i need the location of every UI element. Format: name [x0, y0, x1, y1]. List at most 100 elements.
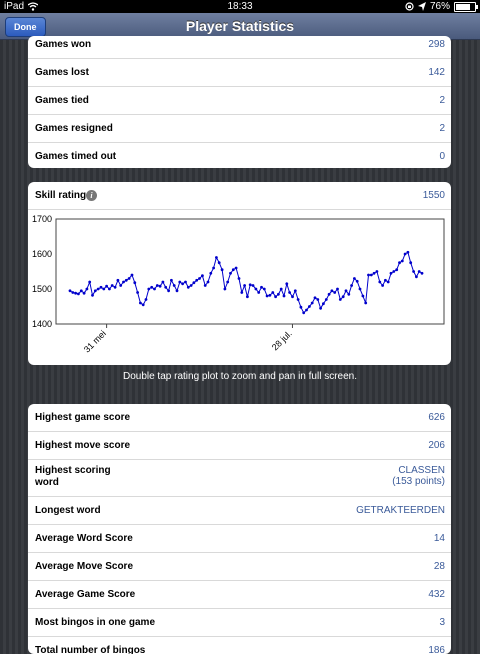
stat-row-highest-move-score: Highest move score 206 [28, 432, 451, 460]
rating-point [369, 273, 373, 277]
rating-point [220, 268, 224, 272]
stat-value: 2 [439, 95, 445, 106]
stat-value: CLASSEN (153 points) [392, 465, 445, 487]
rating-point [139, 301, 142, 305]
rating-point [234, 266, 238, 270]
rating-point [319, 306, 322, 310]
stat-value: GETRAKTEERDEN [356, 505, 445, 516]
battery-icon [454, 1, 478, 12]
stat-value: 0 [439, 151, 445, 162]
rating-point [361, 294, 365, 298]
stat-label: Games lost [35, 67, 89, 78]
rating-point [313, 296, 317, 300]
rating-point [99, 285, 103, 289]
rating-point [209, 271, 213, 275]
info-icon[interactable]: i [86, 190, 97, 201]
stat-label: Average Game Score [35, 589, 136, 600]
x-tick-label: 31 mei [82, 328, 108, 354]
rating-point [186, 285, 190, 289]
rating-point [341, 295, 345, 299]
plot-area [55, 218, 445, 325]
rating-point [316, 298, 320, 301]
rating-point [262, 287, 266, 291]
rating-point [350, 284, 353, 287]
stat-value: 3 [439, 617, 445, 628]
stat-value: 28 [433, 561, 445, 572]
rating-point [265, 294, 269, 298]
y-tick-label: 1400 [32, 319, 52, 329]
score-stats-card: Highest game score 626 Highest move scor… [28, 404, 451, 654]
rating-point [153, 287, 156, 291]
rating-point [277, 292, 280, 296]
rating-point [260, 285, 263, 289]
location-icon [417, 2, 426, 11]
stat-row-highest-game-score: Highest game score 626 [28, 404, 451, 432]
rating-point [181, 282, 185, 286]
rating-point [398, 261, 401, 265]
rating-point [358, 287, 362, 291]
rating-point [403, 252, 407, 256]
rating-point [251, 284, 255, 287]
rating-point [246, 295, 249, 299]
stat-row-games-tied: Games tied 2 [28, 87, 451, 115]
highest-word: CLASSEN [398, 465, 445, 476]
rating-point [417, 270, 421, 273]
stat-row-games-won: Games won 298 [28, 36, 451, 59]
stat-label: Highest game score [35, 412, 131, 423]
rating-point [77, 292, 80, 296]
rating-point [170, 278, 173, 282]
zoom-hint: Double tap rating plot to zoom and pan i… [122, 371, 358, 382]
stat-value: 2 [439, 123, 445, 134]
stat-row-average-word-score: Average Word Score 14 [28, 525, 451, 553]
rating-point [420, 271, 424, 275]
stat-label: Games timed out [35, 151, 117, 162]
rating-point [74, 291, 77, 295]
stat-row-average-game-score: Average Game Score 432 [28, 581, 451, 609]
rating-point [212, 266, 216, 270]
skill-rating-label: Skill rating [35, 190, 87, 201]
skill-rating-value: 1550 [422, 190, 445, 201]
stat-label: Games won [35, 39, 92, 50]
rating-point [88, 280, 92, 284]
rating-point [158, 284, 162, 288]
rating-point [85, 287, 89, 291]
rating-point [347, 292, 351, 296]
battery-percent: 76% [429, 1, 450, 12]
rating-point [229, 271, 232, 275]
stat-row-longest-word: Longest word GETRAKTEERDEN [28, 497, 451, 525]
rating-point [178, 280, 182, 284]
rating-point [119, 284, 123, 287]
rating-point [130, 273, 134, 277]
rating-point [192, 281, 196, 285]
rating-point [240, 291, 244, 294]
rating-point [68, 289, 72, 293]
stat-row-games-lost: Games lost 142 [28, 59, 451, 87]
rating-point [353, 277, 356, 280]
rating-point [372, 271, 376, 275]
rating-point [82, 291, 86, 295]
done-button[interactable]: Done [5, 17, 46, 37]
x-tick-label: 28 jul. [270, 328, 294, 352]
rating-point [285, 282, 289, 286]
rating-point [327, 292, 331, 296]
clock: 18:33 [227, 1, 253, 12]
rating-point [279, 287, 283, 291]
stat-label: Games tied [35, 95, 89, 106]
stat-value: 298 [428, 39, 445, 50]
rotation-lock-icon [405, 2, 414, 11]
rating-point [409, 261, 413, 265]
rating-point [291, 295, 294, 299]
rating-point [127, 277, 131, 280]
stat-label: Highest scoring word [35, 465, 111, 488]
stat-label: Games resigned [35, 123, 113, 134]
stat-value: 142 [428, 67, 445, 78]
rating-point [406, 250, 410, 254]
rating-plot[interactable]: 1700 1600 1500 1400 31 mei 28 jul. [28, 210, 451, 365]
rating-point [79, 289, 83, 293]
y-tick-label: 1500 [32, 284, 52, 294]
rating-point [336, 287, 339, 291]
stat-label: Average Word Score [35, 533, 133, 544]
rating-point [367, 273, 370, 277]
rating-point [144, 298, 148, 301]
rating-point [133, 281, 137, 285]
